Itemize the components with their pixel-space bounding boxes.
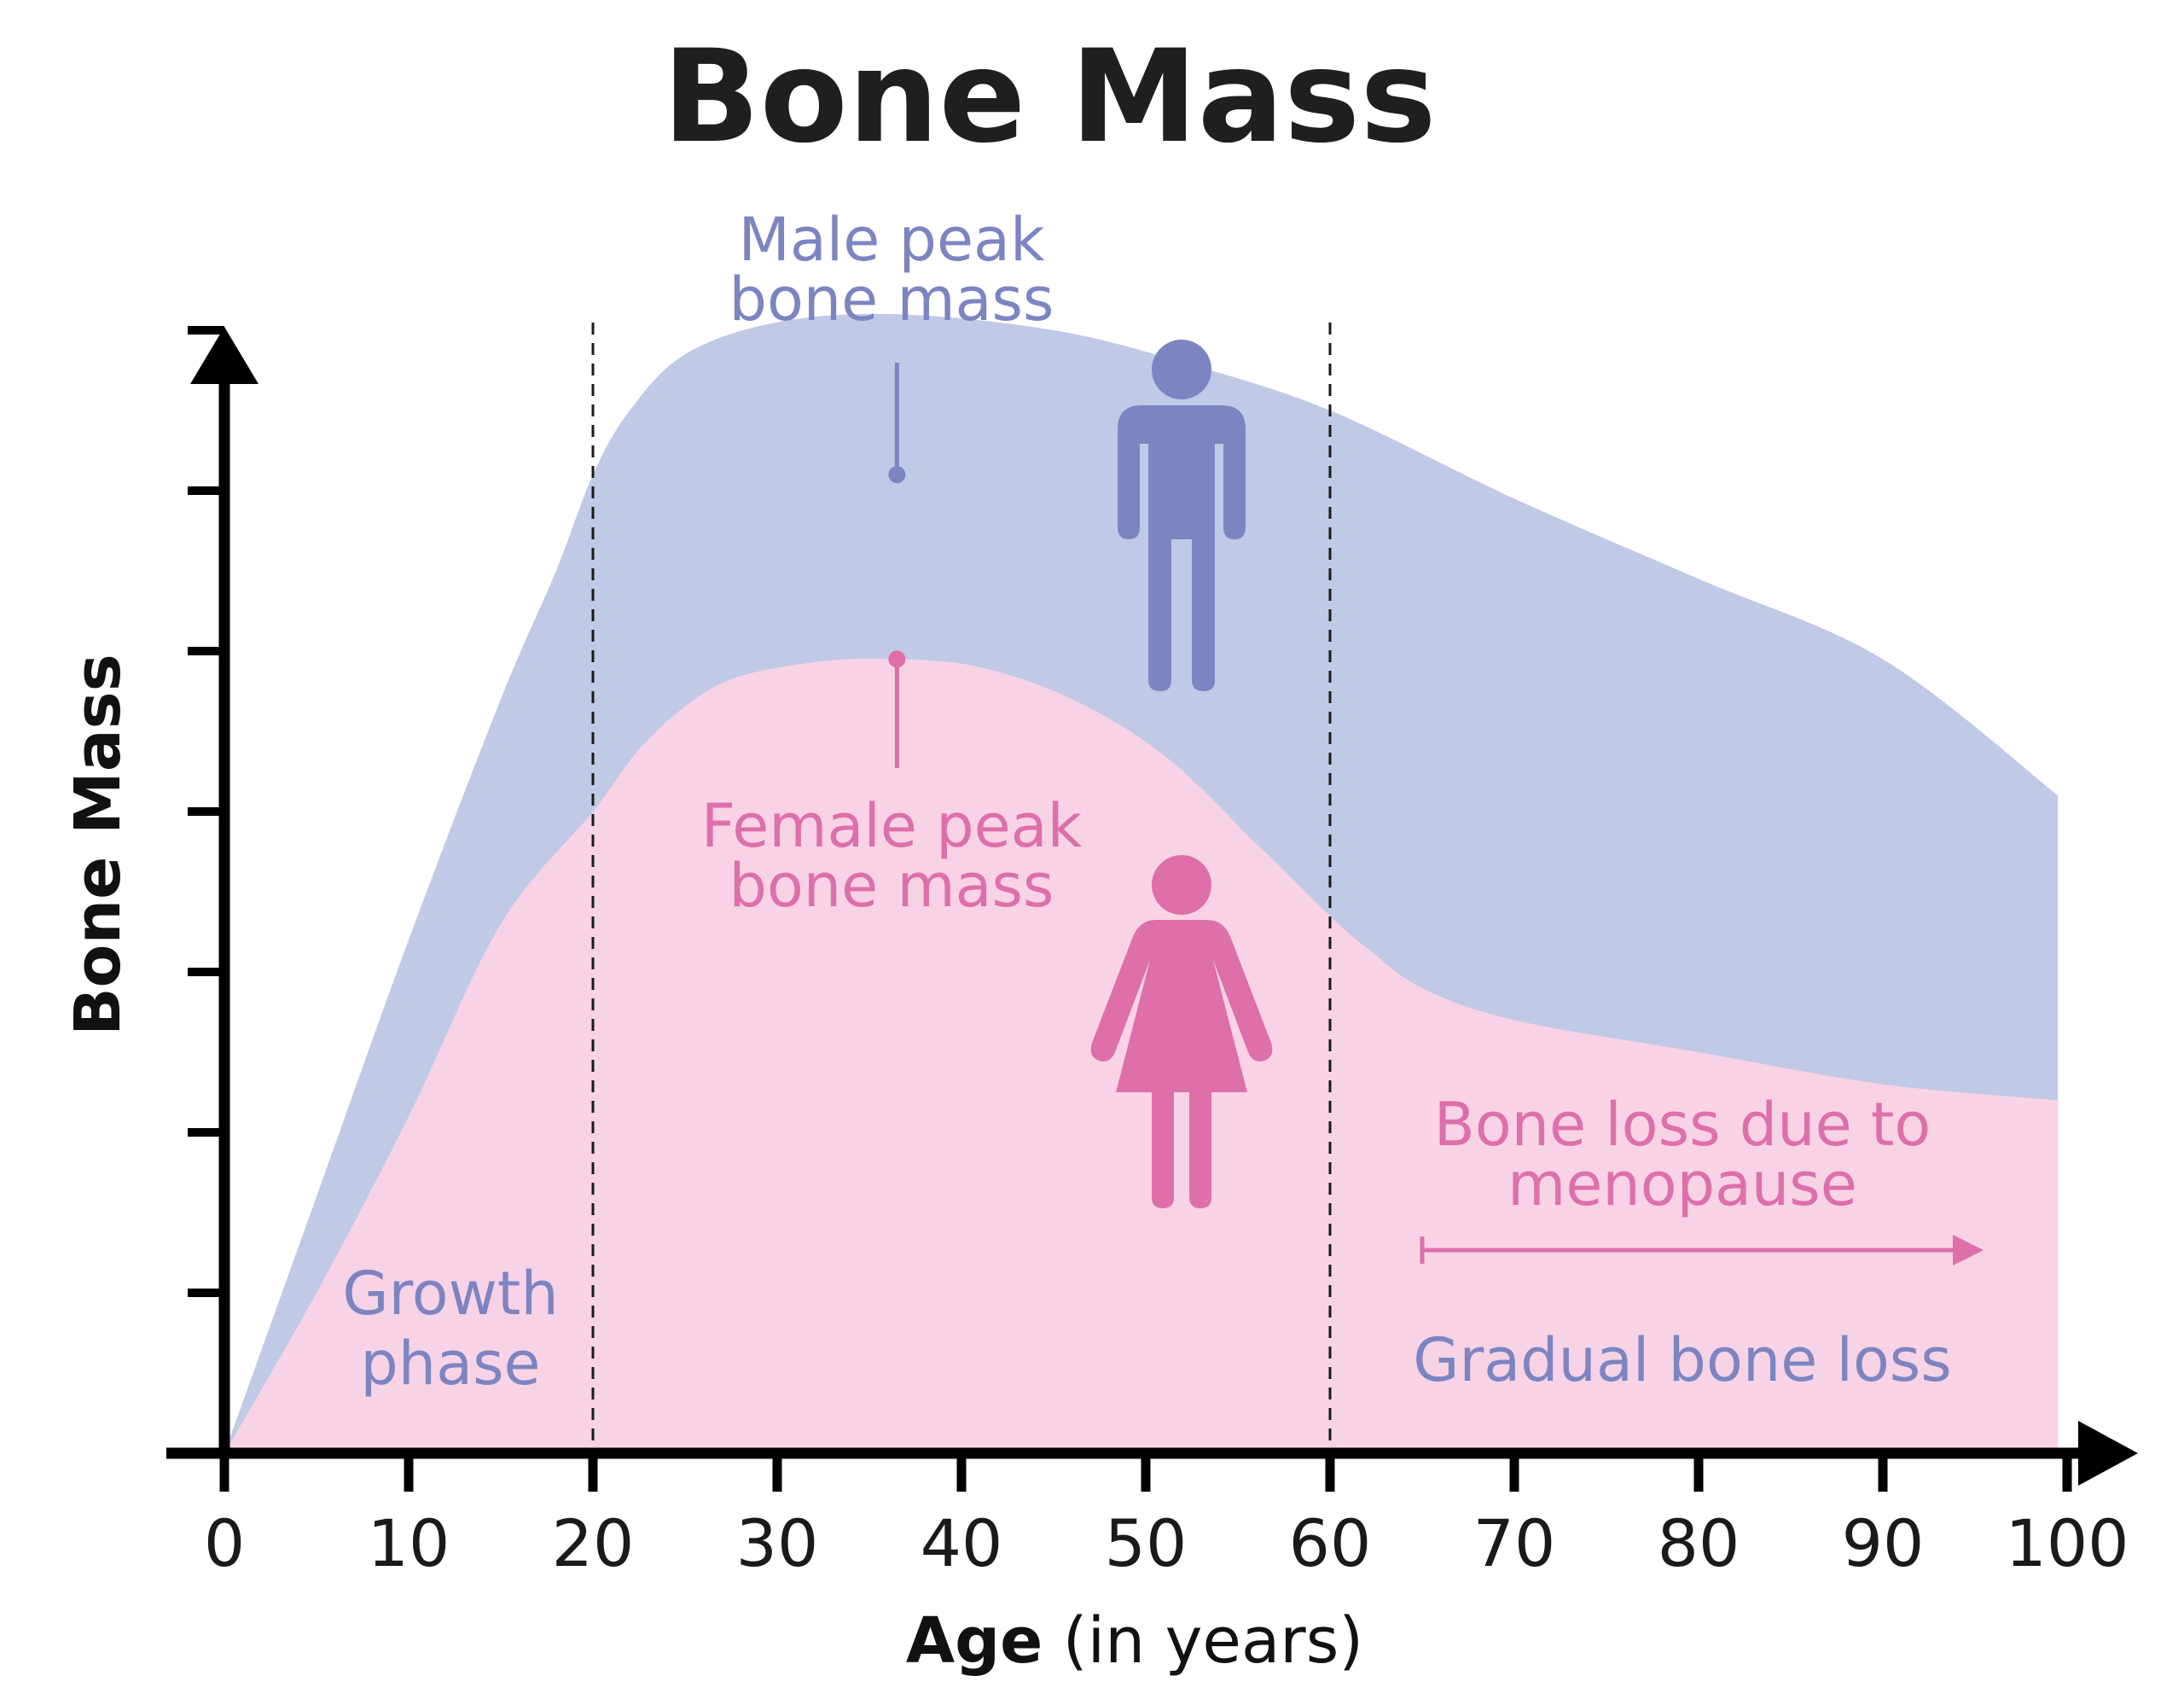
- menopause-label: Bone loss due to menopause: [1434, 1090, 1931, 1219]
- x-tick-label-70: 70: [1473, 1505, 1556, 1581]
- chart-title: Bone Mass: [662, 23, 1436, 172]
- svg-text:Growth: Growth: [342, 1259, 558, 1329]
- y-axis-label: Bone Mass: [61, 654, 135, 1036]
- female-peak-label: Female peak bone mass: [701, 791, 1083, 921]
- x-tick-label-40: 40: [921, 1505, 1003, 1581]
- svg-text:Bone loss due to: Bone loss due to: [1434, 1090, 1931, 1160]
- x-tick-label-30: 30: [736, 1505, 819, 1581]
- x-tick-label-60: 60: [1289, 1505, 1372, 1581]
- x-tick-label-10: 10: [368, 1505, 450, 1581]
- svg-text:phase: phase: [360, 1329, 540, 1399]
- male-peak-dot: [888, 466, 906, 484]
- growth-phase-label: Growth phase: [342, 1259, 558, 1399]
- peak-markers: [888, 363, 906, 768]
- gradual-bone-loss-label: Gradual bone loss: [1413, 1325, 1951, 1395]
- svg-text:bone mass: bone mass: [729, 851, 1054, 921]
- svg-text:bone mass: bone mass: [729, 265, 1054, 335]
- female-peak-dot: [888, 650, 906, 668]
- x-tick-label-20: 20: [552, 1505, 635, 1581]
- x-axis-label: Age (in years): [906, 1604, 1363, 1678]
- svg-text:Male peak: Male peak: [739, 205, 1045, 275]
- reference-lines: [591, 323, 1332, 1453]
- x-tick-label-90: 90: [1842, 1505, 1925, 1581]
- x-tick-label-100: 100: [2005, 1505, 2129, 1581]
- svg-text:menopause: menopause: [1507, 1149, 1857, 1219]
- axes: [166, 326, 2138, 1492]
- male-peak-label: Male peak bone mass: [729, 205, 1054, 335]
- female-figure-icon: [1090, 855, 1273, 1208]
- svg-text:Female peak: Female peak: [701, 791, 1083, 861]
- x-tick-labels: 0 10 20 30 40 50 60 70 80 90 100: [204, 1505, 2129, 1581]
- male-figure-icon: [1118, 340, 1246, 691]
- y-axis-arrow: [190, 327, 258, 384]
- x-tick-label-80: 80: [1658, 1505, 1740, 1581]
- x-axis-arrow: [2078, 1421, 2138, 1486]
- x-tick-label-0: 0: [204, 1505, 245, 1581]
- menopause-arrow-head: [1953, 1235, 1984, 1266]
- x-tick-label-50: 50: [1105, 1505, 1188, 1581]
- menopause-arrow: [1420, 1235, 1984, 1266]
